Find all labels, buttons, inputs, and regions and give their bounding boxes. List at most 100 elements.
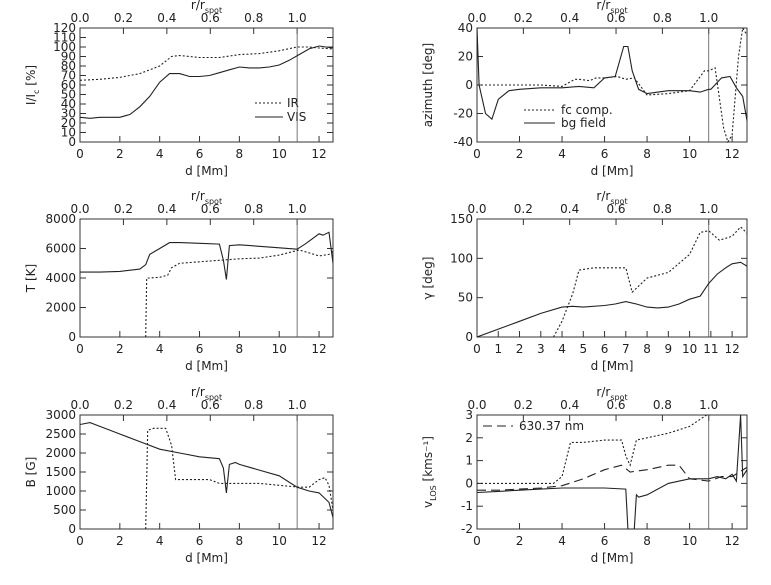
- top-tick-label: 0.2: [114, 202, 133, 216]
- top-tick-label: 0.6: [201, 11, 220, 25]
- y-tick-label: -20: [453, 107, 473, 121]
- x-tick-label: 1: [494, 342, 502, 356]
- y-tick-label: 40: [458, 21, 473, 35]
- legend-label: fc comp.: [561, 103, 613, 117]
- y-tick-label: -1: [461, 499, 473, 513]
- x-tick-label: 0: [76, 534, 84, 548]
- top-tick-label: 0.2: [114, 11, 133, 25]
- series-vis: [80, 422, 333, 518]
- x-tick-label: 10: [682, 147, 697, 161]
- y-tick-label: 120: [53, 21, 76, 35]
- x-tick-label: 6: [196, 534, 204, 548]
- y-tick-label: 3000: [45, 408, 76, 422]
- x-tick-label: 8: [643, 342, 651, 356]
- top-axis-label: r/rspot: [596, 189, 627, 206]
- series-fc-comp-: [553, 226, 747, 338]
- y-axis-label-main: azimuth [deg]: [421, 43, 435, 127]
- top-tick-label: 1.0: [288, 202, 307, 216]
- y-tick-label: 4000: [45, 271, 76, 285]
- series-630-37-nm: [477, 464, 747, 491]
- x-axis-label: d [Mm]: [591, 164, 634, 178]
- y-axis-label: T [K]: [24, 264, 38, 293]
- top-tick-label: 0.6: [201, 398, 220, 412]
- top-axis-label-main: r/r: [596, 385, 610, 399]
- plot-frame: [79, 414, 334, 530]
- y-tick-label: 40: [61, 97, 76, 111]
- x-tick-label: 9: [665, 342, 673, 356]
- legend-label: 630.37 nm: [519, 419, 584, 433]
- top-tick-label: 0.0: [70, 398, 89, 412]
- top-tick-label: 0.0: [70, 202, 89, 216]
- top-axis-label-sub: spot: [610, 197, 627, 206]
- top-tick-label: 0.8: [244, 11, 263, 25]
- panel-azimuth: 0 2 4 6 8 10 12 0.0 0.2 0.4 0.6 0.8 1.0 -40 -20 0 20 40 d …: [421, 0, 748, 178]
- plot-frame: [79, 27, 334, 143]
- y-tick-label: 80: [61, 59, 76, 73]
- x-tick-label: 2: [116, 147, 124, 161]
- y-tick-label: 30: [61, 107, 76, 121]
- y-tick-label: 50: [61, 88, 76, 102]
- y-tick-label: 0: [68, 330, 76, 344]
- x-axis-label: d [Mm]: [185, 164, 228, 178]
- x-tick-label: 6: [601, 342, 609, 356]
- y-tick-label: 0: [465, 78, 473, 92]
- y-axis-label-sub: LOS: [429, 485, 438, 501]
- series-ir: [145, 427, 333, 530]
- series-fc-comp-: [477, 27, 747, 143]
- x-tick-label: 3: [537, 342, 545, 356]
- y-axis-label-unit: [kms⁻¹]: [421, 436, 435, 485]
- panel-inclination: 0 1 2 3 4 5 6 7 8 9 10 11 120.0 0.2 0.4 0.6 0.8 1.0050100…: [421, 189, 748, 373]
- top-tick-label: 1.0: [699, 11, 718, 25]
- top-tick-label: 0.8: [653, 11, 672, 25]
- top-tick-label: 0.2: [514, 398, 533, 412]
- series-fc-comp-: [477, 414, 711, 484]
- x-tick-label: 10: [272, 147, 287, 161]
- x-tick-label: 6: [601, 534, 609, 548]
- top-tick-label: 0.4: [560, 11, 579, 25]
- top-axis-label-sub: spot: [205, 6, 222, 15]
- x-tick-label: 4: [558, 342, 566, 356]
- x-tick-label: 6: [196, 342, 204, 356]
- top-tick-label: 0.8: [653, 202, 672, 216]
- y-tick-label: 500: [53, 503, 76, 517]
- x-tick-label: 10: [272, 342, 287, 356]
- top-tick-label: 0.8: [244, 398, 263, 412]
- x-tick-label: 6: [601, 147, 609, 161]
- x-tick-label: 4: [156, 534, 164, 548]
- plot-frame: [476, 218, 748, 338]
- x-tick-label: 6: [196, 147, 204, 161]
- x-tick-label: 4: [156, 147, 164, 161]
- x-tick-label: 2: [116, 342, 124, 356]
- legend-label: IR: [287, 96, 299, 110]
- x-tick-label: 8: [236, 534, 244, 548]
- top-tick-label: 0.6: [606, 202, 625, 216]
- x-tick-label: 8: [643, 147, 651, 161]
- top-axis-label-main: r/r: [191, 385, 205, 399]
- top-axis-label: r/rspot: [191, 385, 222, 402]
- top-axis-label: r/rspot: [596, 0, 627, 15]
- x-tick-label: 12: [724, 534, 739, 548]
- panel-intensity: 0 2 4 6 8 10 120.0 0.2 0.4 0.6 0.8 1.00102030405060…: [24, 0, 334, 178]
- x-tick-label: 8: [236, 342, 244, 356]
- top-tick-label: 0.2: [114, 398, 133, 412]
- x-tick-label: 7: [622, 342, 630, 356]
- x-tick-label: 8: [643, 534, 651, 548]
- x-tick-label: 2: [516, 534, 524, 548]
- legend-label: VIS: [287, 110, 306, 124]
- top-tick-label: 0.6: [606, 398, 625, 412]
- top-tick-label: 0.0: [467, 398, 486, 412]
- x-tick-label: 12: [724, 342, 739, 356]
- y-tick-label: 110: [53, 31, 76, 45]
- y-tick-label: 6000: [45, 242, 76, 256]
- y-axis-label-unit: [%]: [24, 65, 38, 90]
- y-axis-label: γ [deg]: [421, 257, 435, 300]
- y-tick-label: 1: [465, 454, 473, 468]
- x-tick-label: 10: [272, 534, 287, 548]
- y-tick-label: 70: [61, 69, 76, 83]
- top-axis-label-main: r/r: [191, 0, 205, 12]
- series-vis: [80, 231, 333, 280]
- top-tick-label: 0.2: [514, 202, 533, 216]
- panel-temperature: 0 2 4 6 8 10 12 0.0 0.2 0.4 0.6 0.8 1.0 0 2000 4000 6000…: [24, 189, 334, 373]
- y-axis-label-main: γ [deg]: [421, 257, 435, 300]
- x-tick-label: 0: [473, 147, 481, 161]
